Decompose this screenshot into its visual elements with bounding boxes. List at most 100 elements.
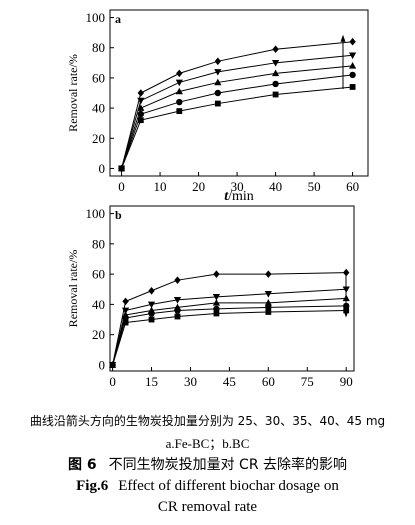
series-line <box>121 65 353 169</box>
series-line <box>112 305 347 366</box>
x-axis-label-unit: /min <box>228 189 254 204</box>
data-point <box>122 297 129 306</box>
data-point <box>121 307 130 315</box>
x-axis-label: t/min <box>224 189 254 204</box>
data-point <box>118 164 125 173</box>
caption-note: 曲线沿箭头方向的生物炭投加量分别为 25、30、35、40、45 mg <box>29 414 386 428</box>
plot-frame <box>109 9 369 177</box>
data-point <box>174 313 181 320</box>
data-point <box>214 57 222 66</box>
data-point <box>272 80 279 88</box>
data-point <box>214 100 221 107</box>
x-tick-label: 60 <box>262 374 275 389</box>
caption-en-title-2: CR removal rate <box>157 499 258 515</box>
data-point <box>265 304 272 311</box>
caption-en: Fig.6 Effect of different biochar dosage … <box>0 478 415 495</box>
data-point <box>265 270 272 278</box>
series-line <box>121 74 353 169</box>
data-point <box>214 69 222 76</box>
data-point <box>148 310 155 317</box>
data-point <box>137 104 145 111</box>
series-line <box>112 309 347 366</box>
y-tick-label: 0 <box>99 161 106 176</box>
data-point <box>213 310 220 317</box>
series-line <box>121 86 353 169</box>
x-tick-label: 10 <box>154 179 167 194</box>
series-line <box>121 41 353 169</box>
x-tick-label: 0 <box>109 374 116 389</box>
data-point <box>122 314 129 322</box>
series-line <box>112 272 347 366</box>
data-point <box>173 297 182 304</box>
x-tick-label: 60 <box>346 179 359 194</box>
caption-cn-title: 不同生物炭投加量对 CR 去除率的影响 <box>108 457 348 473</box>
data-point <box>349 71 356 79</box>
y-axis-label: Removal rate/% <box>66 54 80 132</box>
caption-sublabels: a.Fe-BC；b.BC <box>165 436 250 451</box>
data-point <box>213 270 220 278</box>
y-tick-label: 80 <box>92 236 105 251</box>
direction-arrow-head <box>340 34 346 42</box>
figure-canvas: 0 10 20 30 40 50 60 0 20 40 60 80 100 a Removal rate/%… <box>66 9 369 389</box>
data-point <box>265 309 272 315</box>
data-point <box>348 62 357 69</box>
data-point <box>147 301 156 309</box>
y-tick-label: 20 <box>92 131 105 146</box>
data-point <box>212 299 221 306</box>
data-point <box>271 69 280 77</box>
x-tick-label: 90 <box>340 374 353 389</box>
data-point <box>176 98 183 106</box>
x-tick-label: 40 <box>269 179 282 194</box>
y-tick-label: 100 <box>86 10 106 25</box>
x-tick-label: 30 <box>184 374 197 389</box>
data-point <box>213 305 220 313</box>
data-point <box>176 108 183 115</box>
data-point <box>148 286 155 295</box>
data-point <box>137 117 144 124</box>
data-point <box>212 294 221 301</box>
data-point <box>272 91 279 98</box>
y-tick-label: 0 <box>99 357 106 372</box>
y-tick-label: 100 <box>86 206 106 221</box>
data-point <box>174 276 181 284</box>
data-point <box>148 316 155 323</box>
data-point <box>349 37 356 46</box>
series-line <box>121 54 353 169</box>
caption-cn-label: 图 6 <box>67 457 97 473</box>
y-tick-label: 80 <box>92 40 105 55</box>
plot-frame <box>109 205 355 372</box>
x-tick-label: 50 <box>308 179 321 194</box>
y-tick-label: 40 <box>92 101 105 116</box>
data-point <box>109 362 116 368</box>
y-tick-label: 60 <box>92 70 105 85</box>
data-point <box>214 78 222 86</box>
y-axis-label: Removal rate/% <box>66 250 80 328</box>
data-point <box>175 87 183 95</box>
x-tick-label: 75 <box>301 374 314 389</box>
data-point <box>214 89 222 97</box>
x-tick-label: 15 <box>145 374 158 389</box>
data-point <box>122 319 129 326</box>
caption-en-label: Fig.6 <box>76 478 109 494</box>
data-point <box>264 290 272 298</box>
data-point <box>348 52 357 60</box>
panel-b: 0 15 30 45 60 75 90 0 20 40 60 80 100 b Removal rate/% <box>66 205 355 389</box>
data-point <box>175 79 183 87</box>
y-tick-label: 60 <box>92 267 105 282</box>
data-point <box>264 299 272 306</box>
x-tick-label: 45 <box>223 374 236 389</box>
data-point <box>349 84 356 90</box>
caption-cn: 图 6 不同生物炭投加量对 CR 去除率的影响 <box>0 454 415 474</box>
x-tick-label: 20 <box>192 179 205 194</box>
x-tick-label: 30 <box>231 179 244 194</box>
panel-label: a <box>115 12 121 26</box>
data-point <box>271 60 280 67</box>
data-point <box>174 307 181 314</box>
data-point <box>272 45 279 54</box>
panel-a: 0 10 20 30 40 50 60 0 20 40 60 80 100 a Removal rate/%… <box>66 9 369 204</box>
y-tick-label: 20 <box>92 327 105 342</box>
x-axis-label-var: t <box>224 189 229 204</box>
data-point <box>176 69 183 78</box>
panel-label: b <box>115 208 122 222</box>
data-point <box>137 89 145 97</box>
